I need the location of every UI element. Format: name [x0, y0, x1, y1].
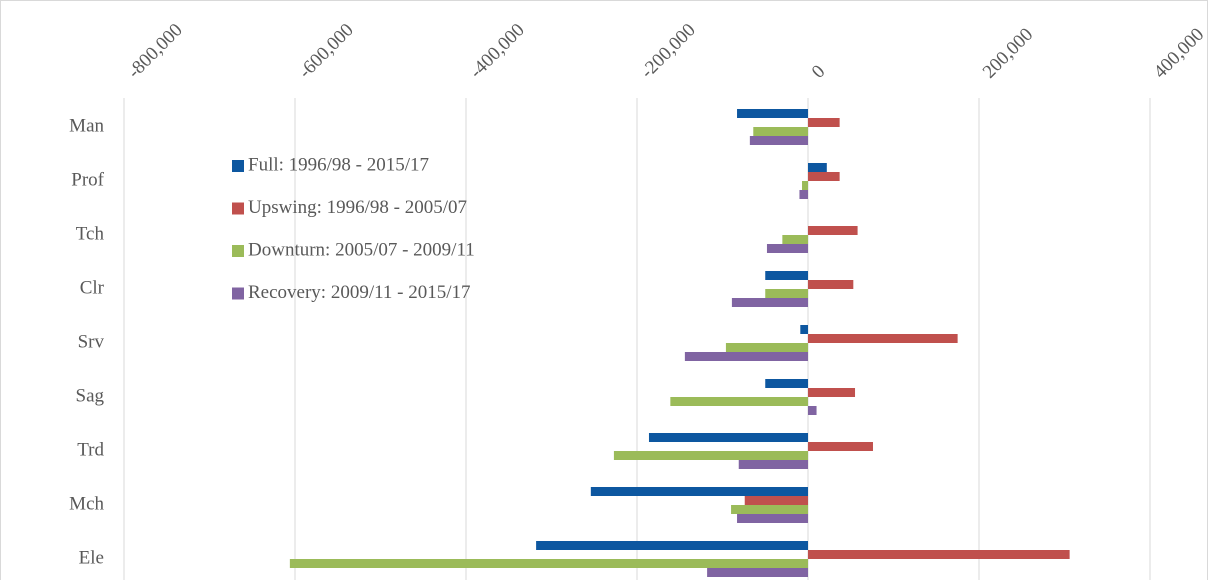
bar	[799, 190, 808, 199]
bar	[808, 226, 858, 235]
bar	[802, 181, 808, 190]
legend-swatch	[232, 287, 244, 300]
y-tick-label: Mch	[69, 493, 104, 514]
bar	[684, 352, 808, 361]
bar	[744, 496, 808, 505]
bar	[808, 442, 873, 451]
bar	[749, 136, 808, 145]
bar	[782, 235, 808, 244]
bar	[289, 559, 808, 568]
y-tick-label: Sag	[76, 385, 105, 406]
bar	[738, 460, 808, 469]
bar	[766, 244, 808, 253]
bar	[808, 334, 958, 343]
y-tick-label: Prof	[71, 169, 104, 190]
bar	[808, 280, 854, 289]
y-tick-label: Ele	[79, 547, 104, 568]
legend-label: Full: 1996/98 - 2015/17	[248, 154, 429, 175]
bar	[765, 271, 808, 280]
bar	[731, 505, 808, 514]
y-tick-label: Clr	[80, 277, 105, 298]
bar	[765, 379, 808, 388]
bar	[753, 127, 808, 136]
y-tick-label: Man	[69, 115, 104, 136]
legend-swatch	[232, 202, 244, 215]
bar	[808, 172, 840, 181]
y-tick-label: Tch	[76, 223, 105, 244]
bar	[737, 109, 808, 118]
bar	[800, 325, 808, 334]
bar	[648, 433, 808, 442]
bar	[808, 406, 817, 415]
bar	[765, 289, 808, 298]
bar	[613, 451, 808, 460]
bar	[808, 388, 856, 397]
bar	[725, 343, 808, 352]
legend-label: Downturn: 2005/07 - 2009/11	[248, 239, 475, 260]
legend-swatch	[232, 245, 244, 257]
legend-swatch	[232, 160, 244, 172]
bar	[737, 514, 808, 523]
bar	[808, 163, 827, 172]
bar	[536, 541, 808, 550]
bar	[731, 298, 808, 307]
legend-label: Upswing: 1996/98 - 2005/07	[248, 197, 467, 218]
bar	[590, 487, 808, 496]
y-tick-label: Srv	[78, 331, 105, 352]
bar	[808, 550, 1070, 559]
legend-label: Recovery: 2009/11 - 2015/17	[248, 282, 471, 303]
bar	[707, 568, 808, 577]
bar	[670, 397, 808, 406]
bar	[808, 118, 840, 127]
y-tick-label: Trd	[77, 439, 104, 460]
